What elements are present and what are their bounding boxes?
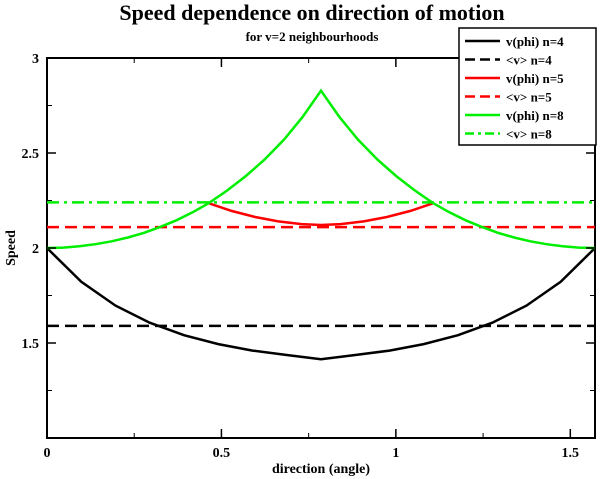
x-tick-label: 1.5 — [562, 446, 580, 461]
legend-label: <v> n=8 — [506, 127, 552, 142]
series-curve-v-phi-n-5 — [208, 202, 434, 227]
series-curve-v-phi-n-8 — [46, 88, 596, 250]
y-axis-label: Speed — [4, 230, 19, 266]
tick-layer: 0 0.5 1 1.5 1.5 2 2.5 3 — [22, 52, 595, 461]
series-layer — [46, 88, 596, 361]
legend: v(phi) n=4 <v> n=4 v(phi) n=5 <v> n=5 v(phi)… — [458, 27, 597, 146]
series-curve-v-phi-n-4 — [46, 247, 596, 361]
legend-label: v(phi) n=8 — [506, 108, 564, 123]
x-tick-label: 0 — [44, 446, 51, 461]
chart-title: Speed dependence on direction of motion — [119, 0, 504, 25]
legend-label: v(phi) n=4 — [506, 34, 564, 49]
chart-subtitle: for v=2 neighbourhoods — [246, 29, 379, 44]
legend-entries: v(phi) n=4 <v> n=4 v(phi) n=5 <v> n=5 v(phi)… — [465, 34, 564, 142]
y-tick-label: 2.5 — [22, 147, 40, 162]
x-axis-label: direction (angle) — [272, 462, 370, 477]
legend-label: <v> n=5 — [506, 90, 552, 105]
y-tick-label: 2 — [32, 242, 39, 257]
x-tick-label: 0.5 — [213, 446, 231, 461]
legend-label: <v> n=4 — [506, 53, 552, 68]
legend-box — [458, 27, 597, 146]
x-tick-label: 1 — [392, 446, 399, 461]
y-tick-label: 1.5 — [22, 337, 40, 352]
legend-label: v(phi) n=5 — [506, 71, 564, 86]
y-tick-label: 3 — [32, 52, 39, 67]
